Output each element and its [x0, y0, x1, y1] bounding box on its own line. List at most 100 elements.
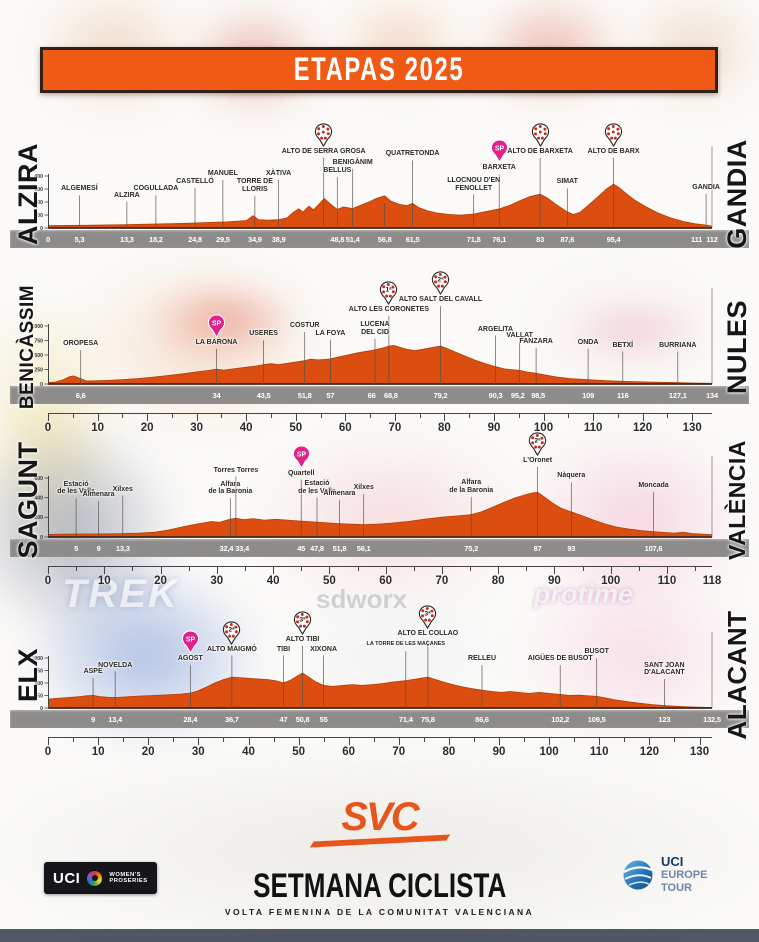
town-label: TIBI: [276, 645, 291, 653]
stage-finish-label: VALÈNCIA: [724, 439, 750, 560]
km-ruler-label: 40: [242, 746, 255, 758]
distance-value: 61,5: [405, 234, 420, 244]
town-label: LUCENA DEL CID: [360, 321, 390, 336]
km-ruler-label: 110: [657, 575, 677, 587]
sprint-icon: SP: [207, 314, 226, 338]
distance-value: 56,1: [356, 543, 371, 553]
km-ruler-label: 50: [289, 422, 303, 434]
distance-value: 51,8: [332, 543, 347, 553]
distance-value: 79,2: [433, 390, 448, 400]
town-label: GANDIA: [692, 184, 720, 191]
km-ruler-label: 130: [689, 746, 710, 758]
protime-jersey-watermark: protime: [534, 579, 634, 609]
town-label: TORRE DE LLORIS: [236, 178, 273, 193]
stage-start-label: ELX: [13, 648, 43, 703]
distance-value: 75,2: [464, 543, 479, 553]
distance-value: 86,6: [475, 714, 489, 724]
distance-value: 102,2: [551, 714, 570, 724]
event-title: SETMANA CICLISTA: [252, 866, 507, 905]
distance-value: 38,9: [271, 234, 286, 244]
km-ruler-label: 60: [338, 422, 352, 434]
distance-value: 95,4: [606, 234, 621, 244]
km-ruler-label: 30: [191, 746, 205, 758]
stage-finish-label: ALACANT: [722, 610, 752, 740]
stage-start-label: SAGUNT: [13, 441, 43, 558]
uci-right-line1: EUROPE: [661, 868, 708, 881]
distance-value: 50,8: [295, 714, 310, 724]
svg-text:SP: SP: [186, 637, 196, 644]
sprint-label: LA BARONA: [195, 338, 238, 346]
km-ruler-label: 110: [583, 422, 603, 434]
town-label: LA FOYA: [315, 329, 346, 337]
svg-text:3ª: 3ª: [425, 611, 432, 618]
uci-left-line1: WOMEN'S: [109, 871, 141, 878]
distance-value: 47: [279, 714, 288, 724]
elevation-profile: 0 250 500 750 1000: [31, 632, 713, 712]
svg-text:500: 500: [34, 681, 43, 687]
distance-bar: 9 13,4 28,4 36,7 47 50,8 55 71,4 75,8 86,6 102,2 10…: [10, 710, 749, 728]
distance-value: 112: [706, 234, 718, 244]
km-ruler: 0 10 20 30 40 50 60 70 80 90 100 110 120 130: [45, 737, 712, 764]
distance-value: 48,8: [330, 234, 345, 244]
svg-text:750: 750: [34, 668, 43, 674]
sprint-icon: SP: [292, 444, 310, 469]
km-ruler-label: 40: [239, 422, 253, 434]
distance-value: 6,6: [75, 390, 86, 400]
town-label: BENIGÀNIM: [332, 158, 373, 166]
km-ruler-label: 10: [91, 422, 104, 434]
svg-text:0: 0: [40, 226, 43, 232]
title-banner: ETAPAS 2025: [40, 47, 718, 93]
distance-value: 66: [367, 390, 376, 400]
town-label: USERES: [249, 330, 278, 338]
elevation-profile: 0 100 200 300 400: [34, 146, 713, 232]
distance-value: 29,5: [215, 234, 230, 244]
km-ruler-label: 70: [435, 575, 449, 587]
distance-bar: 0 5,3 13,3 18,2 24,8 29,5 34,9 38,9 48,8 51,4 56,8…: [10, 230, 749, 248]
svg-text:0: 0: [40, 706, 43, 712]
distance-value: 71,4: [398, 714, 413, 724]
distance-value: 18,2: [148, 234, 163, 244]
distance-value: 98,5: [531, 390, 545, 400]
town-label: ARGELITA: [477, 325, 514, 333]
km-ruler-label: 20: [141, 746, 155, 758]
distance-value: 55: [319, 714, 328, 724]
distance-value: 123: [658, 714, 671, 724]
event-logo-block: SVC SETMANA CICLISTA VOLTA FEMENINA DE L…: [0, 797, 759, 917]
town-label: Xilxes: [112, 485, 133, 493]
km-ruler-label: 60: [342, 746, 356, 758]
km-ruler-label: 70: [392, 746, 406, 758]
distance-value: 45: [297, 543, 306, 553]
elevation-profile: 0 200 400 600: [34, 456, 713, 541]
uci-right-line2: TOUR: [661, 882, 692, 894]
svg-text:600: 600: [34, 476, 43, 482]
climb-icon: 2ª: [528, 432, 547, 457]
climb-label: ALTO DE BARXETA: [507, 147, 573, 155]
svg-text:0: 0: [40, 382, 43, 388]
town-label: Alfara de la Baronia: [449, 479, 494, 494]
distance-value: 33,4: [235, 543, 249, 553]
svg-text:100: 100: [34, 213, 43, 219]
km-ruler-label: 130: [682, 422, 702, 434]
svg-text:200: 200: [34, 200, 43, 206]
svg-text:SP: SP: [297, 451, 307, 458]
poster-title: ETAPAS 2025: [293, 51, 465, 88]
town-label: LLOCNOU D'EN FENOLLET: [447, 177, 501, 192]
distance-value: 116: [617, 390, 629, 400]
svg-text:1000: 1000: [31, 324, 43, 330]
km-ruler-label: 120: [633, 422, 653, 434]
town-label: ALGEMESÍ: [61, 185, 98, 193]
svg-text:3ª: 3ª: [300, 616, 307, 623]
distance-value: 87,6: [560, 234, 575, 244]
distance-value: 111: [691, 234, 703, 244]
distance-value: 68,8: [383, 390, 398, 400]
town-label: NOVELDA: [98, 661, 133, 669]
sprint-label: Quartell: [287, 469, 315, 477]
km-ruler-label: 70: [388, 422, 402, 434]
distance-value: 107,6: [644, 543, 663, 553]
town-label: QUATRETONDA: [385, 150, 440, 158]
km-ruler-label: 20: [154, 575, 167, 587]
distance-value: 90,3: [488, 390, 503, 400]
km-ruler-label: 100: [533, 422, 554, 434]
town-label: Alfara de la Baronia: [208, 480, 253, 496]
distance-value: 127,1: [668, 390, 687, 400]
